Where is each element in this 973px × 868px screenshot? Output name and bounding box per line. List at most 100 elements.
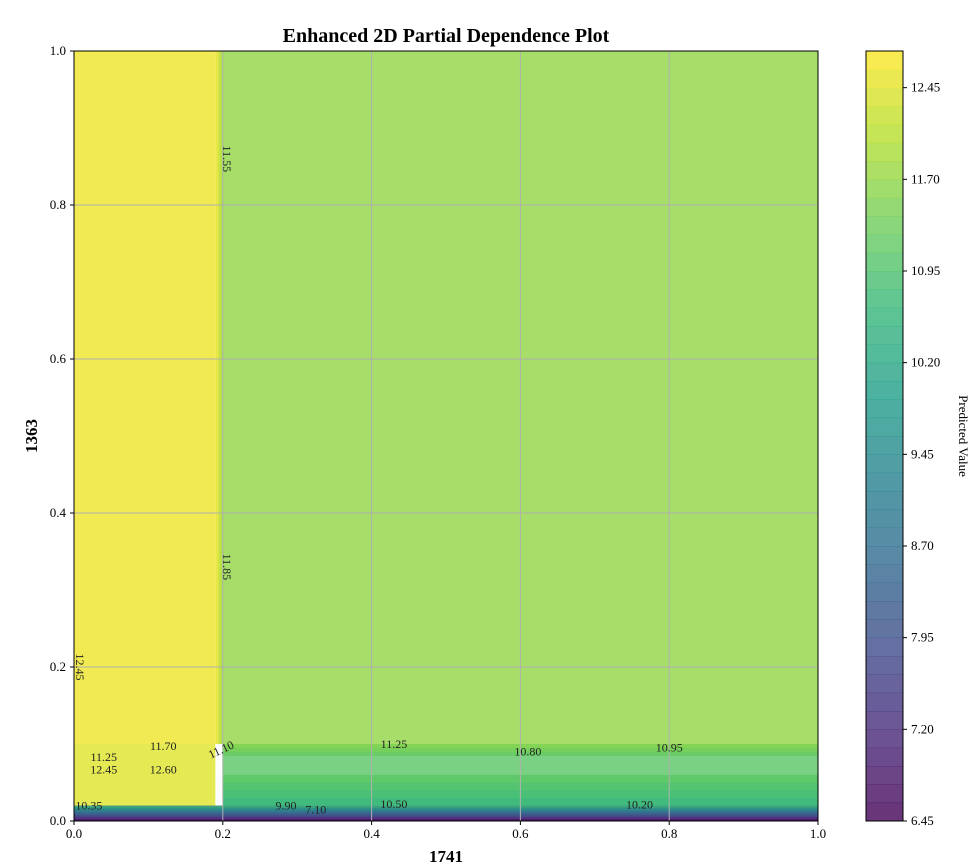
y-tick-label: 0.8	[50, 197, 66, 212]
colorbar-segment	[866, 436, 903, 455]
contour-label: 9.90	[276, 798, 297, 812]
contour-band	[216, 51, 219, 744]
colorbar-tick-label: 6.45	[911, 813, 934, 828]
contour-label: 12.45	[73, 654, 87, 681]
contour-label: 10.80	[514, 745, 541, 759]
colorbar-segment	[866, 161, 903, 180]
x-tick-label: 0.2	[215, 826, 231, 841]
colorbar-frame	[865, 50, 904, 822]
contour-band	[74, 809, 818, 812]
colorbar-segment	[866, 234, 903, 254]
colorbar-segment	[866, 527, 903, 547]
colorbar-segment	[866, 307, 903, 327]
contour-band	[74, 819, 818, 821]
contour-band	[74, 811, 818, 814]
y-tick-label: 0.2	[50, 659, 66, 674]
colorbar-segment	[866, 399, 903, 419]
colorbar	[865, 50, 904, 822]
colorbar-segment	[866, 766, 903, 785]
plot-frame	[73, 50, 819, 822]
colorbar-segment	[866, 747, 903, 767]
colorbar-segment	[866, 564, 903, 584]
contour-region	[74, 744, 216, 806]
contour-region	[74, 51, 216, 744]
colorbar-tick-label: 7.95	[911, 630, 934, 645]
colorbar-tick-label: 9.45	[911, 446, 934, 461]
colorbar-segment	[866, 417, 903, 437]
contour-band	[74, 805, 818, 808]
colorbar-segment	[866, 619, 903, 639]
colorbar-segment	[866, 69, 903, 89]
y-tick-label: 1.0	[50, 43, 66, 58]
contour-band	[74, 817, 818, 820]
x-tick-label: 0.8	[661, 826, 677, 841]
y-axis-label: 1363	[22, 419, 41, 453]
colorbar-tick-label: 10.95	[911, 263, 940, 278]
colorbar-segment	[866, 454, 903, 474]
y-tick-label: 0.6	[50, 351, 67, 366]
colorbar-tick-label: 10.20	[911, 355, 940, 370]
contour-band	[74, 813, 818, 816]
colorbar-segment	[866, 326, 903, 345]
colorbar-segment	[866, 509, 903, 529]
chart-title: Enhanced 2D Partial Dependence Plot	[283, 25, 610, 47]
x-axis-label: 1741	[429, 847, 463, 866]
colorbar-segment	[866, 106, 903, 125]
x-tick-label: 1.0	[810, 826, 826, 841]
contour-label: 11.25	[381, 737, 408, 751]
colorbar-tick-label: 12.45	[911, 80, 940, 95]
colorbar-segment	[866, 216, 903, 235]
colorbar-label: Predicted Value	[956, 395, 971, 477]
colorbar-segment	[866, 142, 903, 162]
y-tick-label: 0.0	[50, 813, 66, 828]
colorbar-segment	[866, 637, 903, 657]
colorbar-tick-label: 11.70	[911, 171, 940, 186]
contour-band	[215, 51, 218, 744]
contour-label: 12.60	[150, 762, 177, 776]
colorbar-segment	[866, 344, 903, 364]
colorbar-segment	[866, 491, 903, 510]
colorbar-segment	[866, 289, 903, 309]
contour-band	[219, 51, 221, 744]
contour-band	[74, 815, 818, 818]
x-tick-label: 0.4	[363, 826, 380, 841]
contour-band	[217, 51, 220, 744]
contour-label: 11.85	[220, 554, 234, 581]
contour-label: 10.50	[380, 797, 407, 811]
colorbar-segment	[866, 87, 903, 107]
contour-label: 10.20	[626, 798, 653, 812]
colorbar-segment	[866, 51, 903, 70]
colorbar-segment	[866, 197, 903, 217]
colorbar-ticks: 6.45 7.20 7.95 8.70 9.45 10.20 10.95 11.70 12.45	[903, 80, 940, 828]
x-tick-label: 0.0	[66, 826, 82, 841]
contour-label: 12.45	[90, 762, 117, 776]
colorbar-segment	[866, 582, 903, 602]
x-axis-ticks: 0.0 0.2 0.4 0.6 0.8 1.0	[66, 821, 826, 841]
colorbar-segment	[866, 692, 903, 712]
contour-label: 11.70	[150, 739, 177, 753]
y-tick-label: 0.4	[50, 505, 67, 520]
x-tick-label: 0.6	[512, 826, 529, 841]
contour-regions	[74, 51, 818, 821]
colorbar-segment	[866, 362, 903, 382]
contour-label: 11.25	[90, 750, 117, 764]
colorbar-segment	[866, 381, 903, 400]
colorbar-segment	[866, 124, 903, 144]
colorbar-segment	[866, 271, 903, 290]
colorbar-segment	[866, 601, 903, 620]
contour-label: 11.55	[220, 146, 234, 173]
colorbar-segment	[866, 472, 903, 492]
colorbar-segment	[866, 546, 903, 565]
colorbar-segment	[866, 179, 903, 199]
y-axis-ticks: 0.0 0.2 0.4 0.6 0.8 1.0	[50, 43, 74, 828]
colorbar-tick-label: 7.20	[911, 721, 934, 736]
contour-label: 7.10	[305, 802, 326, 816]
colorbar-tick-label: 8.70	[911, 538, 934, 553]
contour-band	[220, 51, 223, 744]
colorbar-segment	[866, 784, 903, 804]
colorbar-segment	[866, 252, 903, 272]
colorbar-segment	[866, 656, 903, 675]
colorbar-segment	[866, 711, 903, 730]
contour-band	[74, 807, 818, 810]
